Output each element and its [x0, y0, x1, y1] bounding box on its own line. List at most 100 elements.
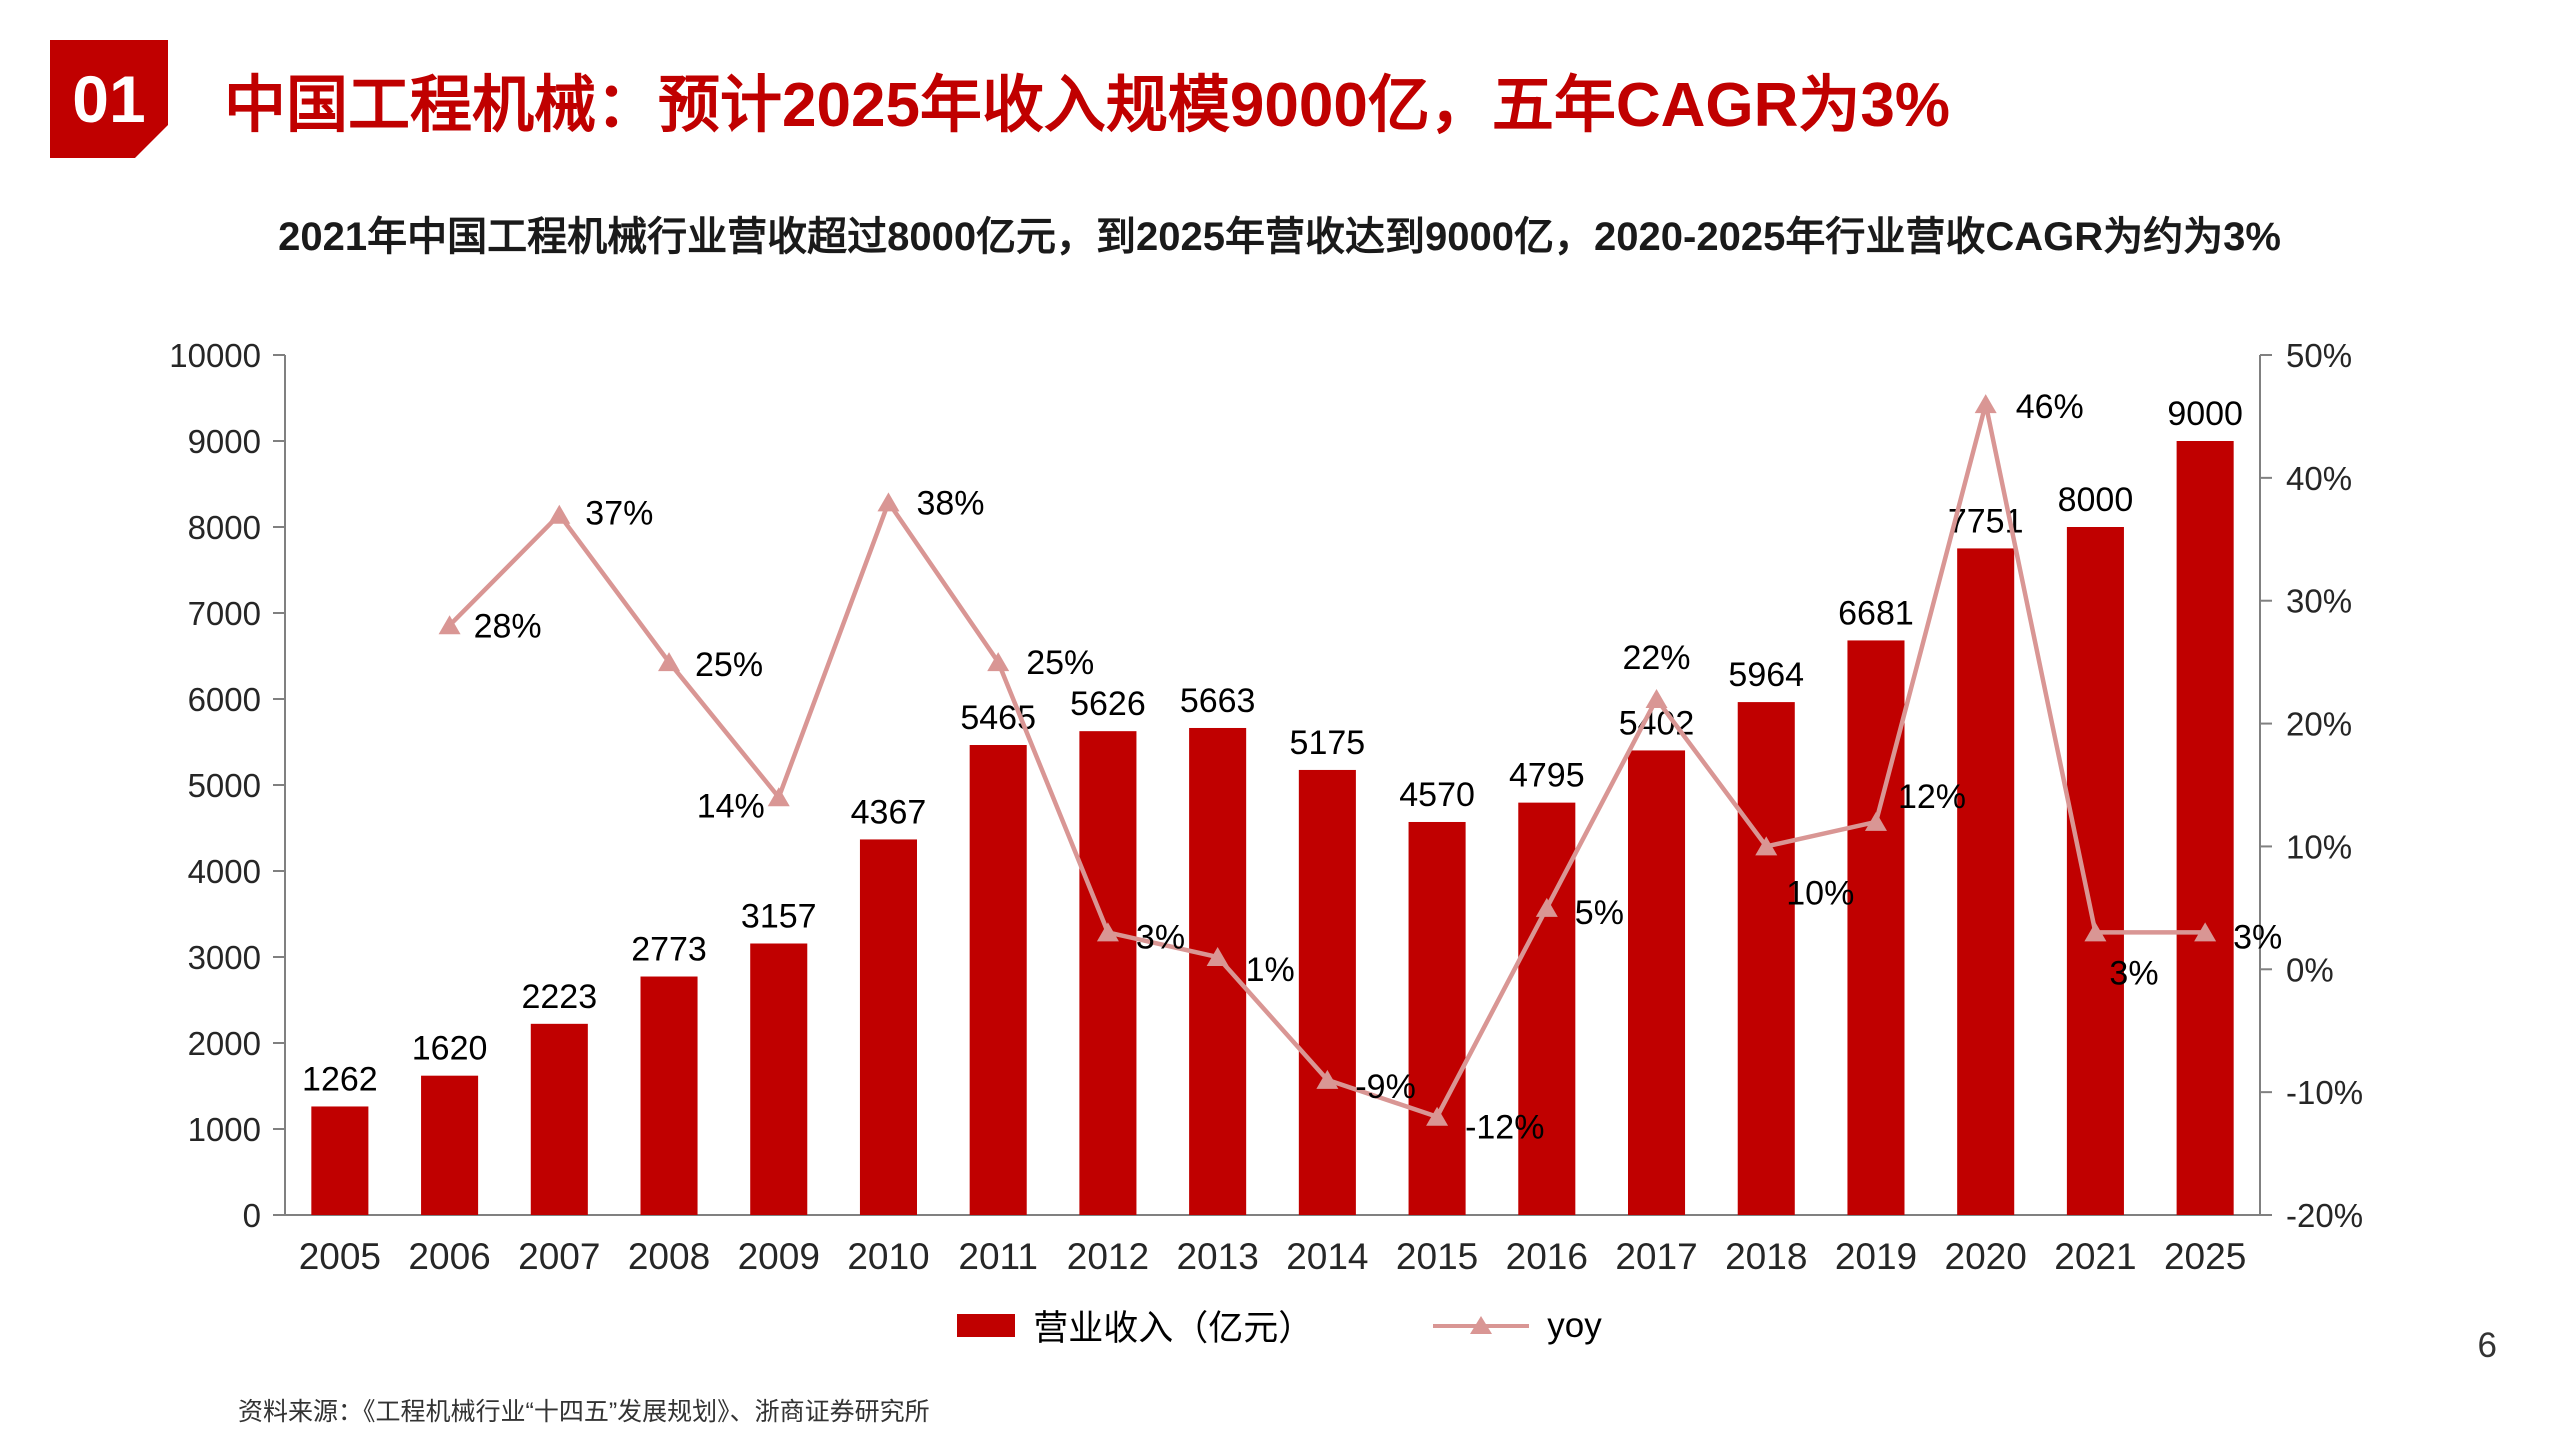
- svg-text:5%: 5%: [1575, 894, 1624, 932]
- svg-text:5964: 5964: [1728, 656, 1804, 694]
- svg-text:46%: 46%: [2016, 388, 2084, 426]
- yoy-marker-2007: [548, 504, 571, 524]
- svg-text:4795: 4795: [1509, 757, 1585, 795]
- svg-text:3000: 3000: [188, 939, 261, 976]
- bar-2013: [1189, 727, 1247, 1215]
- yoy-marker-2015: [1426, 1106, 1449, 1126]
- svg-text:2019: 2019: [1835, 1236, 1917, 1277]
- svg-text:1000: 1000: [188, 1111, 261, 1148]
- bar-2005: [311, 1106, 369, 1215]
- svg-text:2000: 2000: [188, 1025, 261, 1062]
- svg-text:10%: 10%: [2286, 828, 2352, 865]
- svg-text:-20%: -20%: [2286, 1197, 2363, 1234]
- svg-text:2018: 2018: [1725, 1236, 1807, 1277]
- svg-text:28%: 28%: [474, 607, 542, 645]
- bar-2018: [1737, 702, 1795, 1215]
- bar-2009: [750, 943, 808, 1215]
- svg-text:2007: 2007: [518, 1236, 600, 1277]
- svg-text:3%: 3%: [2233, 918, 2282, 956]
- svg-text:40%: 40%: [2286, 460, 2352, 497]
- bar-2015: [1408, 821, 1466, 1215]
- svg-text:3%: 3%: [1136, 918, 1185, 956]
- slide-header: 01 中国工程机械：预计2025年收入规模9000亿，五年CAGR为3%: [50, 40, 1950, 158]
- svg-text:2021: 2021: [2054, 1236, 2136, 1277]
- bar-2017: [1628, 750, 1686, 1215]
- yoy-marker-2018: [1755, 836, 1778, 856]
- yoy-marker-2012: [1096, 922, 1119, 942]
- bar-2007: [530, 1023, 588, 1215]
- svg-text:22%: 22%: [1622, 639, 1690, 677]
- yoy-line-swatch-icon: [1433, 1313, 1530, 1339]
- svg-text:2006: 2006: [408, 1236, 490, 1277]
- bar-2019: [1847, 640, 1905, 1215]
- svg-text:2009: 2009: [738, 1236, 820, 1277]
- bar-line-chart: 0 1000 2000 3000 4000 5000 6000 7000 8000 9000 100…: [169, 337, 2363, 1277]
- svg-text:0: 0: [243, 1197, 261, 1234]
- section-number-badge: 01: [50, 40, 168, 158]
- svg-text:2011: 2011: [958, 1236, 1038, 1277]
- svg-text:38%: 38%: [916, 484, 984, 522]
- svg-text:2025: 2025: [2164, 1236, 2246, 1277]
- svg-text:8000: 8000: [2058, 481, 2134, 519]
- yoy-marker-2011: [987, 652, 1010, 672]
- svg-text:0%: 0%: [2286, 951, 2334, 988]
- svg-text:7000: 7000: [188, 595, 261, 632]
- svg-text:2020: 2020: [1945, 1236, 2027, 1277]
- svg-text:2017: 2017: [1615, 1236, 1697, 1277]
- bar-2020: [1957, 548, 2015, 1215]
- svg-text:1620: 1620: [412, 1030, 488, 1068]
- svg-text:25%: 25%: [1026, 644, 1094, 682]
- svg-text:8000: 8000: [188, 509, 261, 546]
- yoy-marker-2021: [2084, 922, 2107, 942]
- svg-text:4367: 4367: [851, 793, 927, 831]
- svg-text:37%: 37%: [585, 495, 653, 533]
- legend-item-yoy: yoy: [1433, 1306, 1602, 1346]
- legend-label-revenue: 营业收入（亿元）: [1033, 1309, 1314, 1348]
- svg-text:5175: 5175: [1290, 724, 1366, 762]
- svg-text:50%: 50%: [2286, 337, 2352, 374]
- svg-text:1262: 1262: [302, 1060, 378, 1098]
- bar-2006: [421, 1075, 479, 1215]
- bar-2011: [969, 745, 1027, 1215]
- svg-text:2013: 2013: [1176, 1236, 1258, 1277]
- svg-text:3157: 3157: [741, 897, 817, 935]
- bar-2010: [859, 839, 917, 1215]
- svg-text:4570: 4570: [1399, 776, 1475, 814]
- slide-subtitle: 2021年中国工程机械行业营收超过8000亿元，到2025年营收达到9000亿，…: [278, 215, 2281, 259]
- svg-text:20%: 20%: [2286, 706, 2352, 743]
- source-note: 资料来源：《工程机械行业“十四五”发展规划》、浙商证券研究所: [238, 1398, 930, 1426]
- svg-text:5663: 5663: [1180, 682, 1256, 720]
- bar-2021: [2066, 527, 2124, 1215]
- bar-2025: [2176, 441, 2234, 1215]
- svg-text:6681: 6681: [1838, 594, 1914, 632]
- yoy-marker-2014: [1316, 1069, 1339, 1089]
- bar-2014: [1298, 769, 1356, 1215]
- svg-text:9000: 9000: [2167, 395, 2243, 433]
- yoy-marker-2020: [1974, 394, 1997, 414]
- yoy-marker-2016: [1535, 897, 1558, 917]
- bar-2012: [1079, 731, 1137, 1215]
- svg-text:30%: 30%: [2286, 583, 2352, 620]
- legend-item-revenue: 营业收入（亿元）: [957, 1300, 1313, 1351]
- slide-title: 中国工程机械：预计2025年收入规模9000亿，五年CAGR为3%: [224, 71, 1951, 140]
- chart-legend: 营业收入（亿元） yoy: [0, 1300, 2559, 1351]
- svg-text:-10%: -10%: [2286, 1074, 2363, 1111]
- svg-text:-9%: -9%: [1355, 1068, 1415, 1106]
- revenue-bar-swatch-icon: [957, 1314, 1016, 1337]
- svg-text:3%: 3%: [2109, 954, 2158, 992]
- yoy-marker-2010: [877, 492, 900, 512]
- bar-2008: [640, 976, 698, 1215]
- svg-text:14%: 14%: [697, 787, 765, 825]
- yoy-marker-2009: [767, 787, 790, 807]
- svg-text:2016: 2016: [1506, 1236, 1588, 1277]
- svg-text:4000: 4000: [188, 853, 261, 890]
- svg-text:2012: 2012: [1067, 1236, 1149, 1277]
- svg-text:9000: 9000: [188, 423, 261, 460]
- svg-text:2010: 2010: [847, 1236, 929, 1277]
- bar-2016: [1518, 802, 1576, 1215]
- svg-text:2008: 2008: [628, 1236, 710, 1277]
- yoy-marker-2025: [2194, 922, 2217, 942]
- yoy-marker-2008: [658, 652, 681, 672]
- yoy-marker-2019: [1864, 811, 1887, 831]
